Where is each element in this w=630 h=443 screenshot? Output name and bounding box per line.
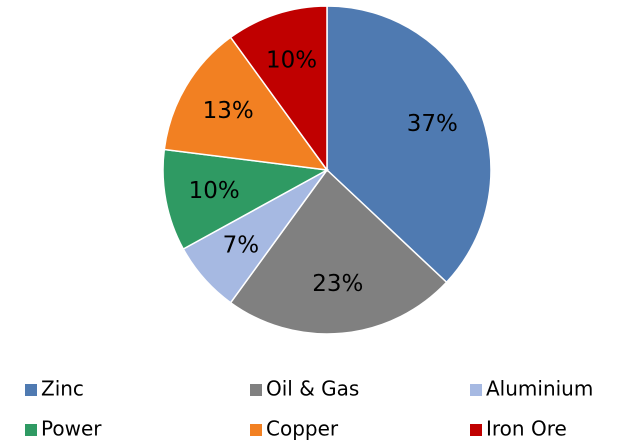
- legend-swatch: [25, 424, 37, 436]
- slice-label: 7%: [223, 232, 260, 258]
- legend-label: Aluminium: [486, 377, 593, 401]
- legend-swatch: [250, 384, 262, 396]
- pie-slice: [162, 148, 330, 251]
- legend-label: Zinc: [41, 377, 84, 401]
- slice-label: 23%: [312, 271, 363, 297]
- slice-label: 37%: [407, 111, 458, 137]
- pie-slice: [229, 168, 448, 335]
- legend-swatch: [470, 384, 482, 396]
- slice-label: 10%: [189, 178, 240, 204]
- slice-label: 13%: [203, 98, 254, 124]
- legend-swatch: [470, 424, 482, 436]
- legend-label: Oil & Gas: [266, 377, 359, 401]
- legend-swatch: [25, 384, 37, 396]
- legend-label: Power: [41, 417, 102, 441]
- pie-slice: [163, 36, 329, 171]
- legend-swatch: [250, 424, 262, 436]
- legend-label: Copper: [266, 417, 339, 441]
- slice-label: 10%: [266, 47, 317, 73]
- pie-slice: [326, 5, 492, 284]
- pie-slice: [229, 5, 328, 173]
- legend-label: Iron Ore: [486, 417, 567, 441]
